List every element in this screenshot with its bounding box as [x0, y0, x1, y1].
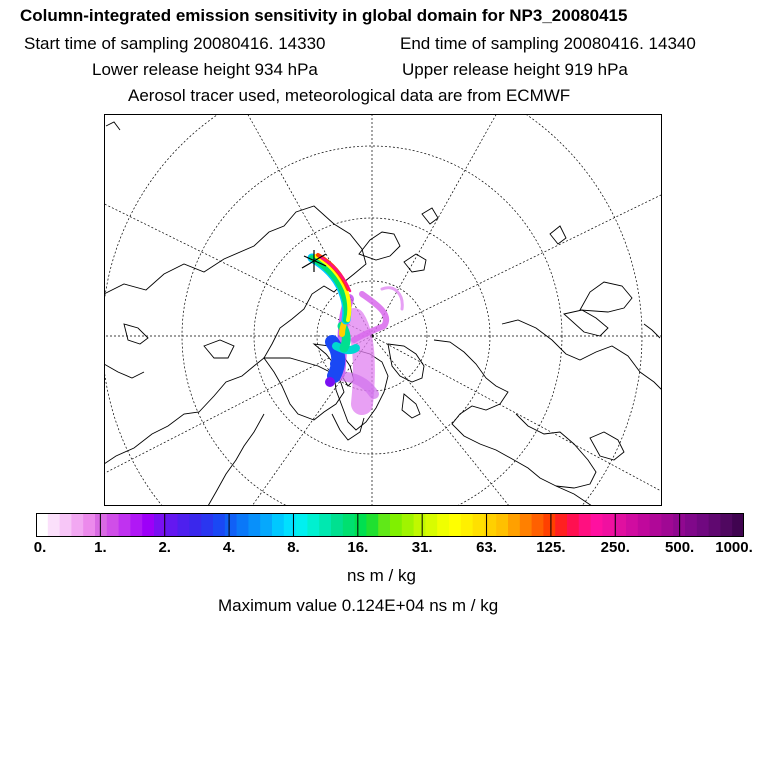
colorbar-cell	[366, 513, 379, 537]
colorbar-tick-label: 4.	[222, 539, 236, 556]
colorbar-cell	[531, 513, 544, 537]
start-time: Start time of sampling 20080416. 14330	[24, 34, 326, 53]
colorbar-cell	[472, 513, 485, 537]
colorbar-tick-label: 125.	[536, 539, 566, 556]
colorbar-tick-label: 16.	[347, 539, 369, 556]
colorbar-cell	[602, 513, 615, 537]
colorbar-cell	[390, 513, 403, 537]
colorbar-cell	[201, 513, 214, 537]
colorbar-cell	[496, 513, 509, 537]
colorbar-cell	[626, 513, 639, 537]
colorbar-cell	[165, 513, 179, 537]
colorbar-cell	[401, 513, 415, 537]
colorbar-cell	[213, 513, 226, 537]
colorbar-cell	[720, 513, 733, 537]
end-time: End time of sampling 20080416. 14340	[400, 34, 696, 53]
colorbar-cell	[732, 513, 744, 537]
colorbar-tick-label: 250.	[600, 539, 630, 556]
colorbar-cell	[661, 513, 674, 537]
colorbar-cell	[614, 513, 627, 537]
colorbar-cell	[154, 513, 167, 537]
colorbar-cell	[637, 513, 651, 537]
colorbar-tick-label: 1000.	[715, 539, 753, 556]
colorbar-cell	[47, 513, 61, 537]
colorbar-units: ns m / kg	[347, 566, 416, 585]
colorbar-cell	[106, 513, 120, 537]
colorbar-cell	[189, 513, 202, 537]
maximum-value: Maximum value 0.124E+04 ns m / kg	[218, 596, 499, 615]
colorbar-cell	[248, 513, 261, 537]
upper-release-height: Upper release height 919 hPa	[402, 60, 628, 79]
colorbar-cell	[708, 513, 721, 537]
colorbar-cell	[519, 513, 533, 537]
colorbar-cell	[83, 513, 96, 537]
colorbar-cell	[36, 513, 49, 537]
colorbar-cell	[696, 513, 710, 537]
colorbar-cell	[649, 513, 662, 537]
polar-map	[104, 114, 662, 506]
tracer-info: Aerosol tracer used, meteorological data…	[128, 86, 571, 105]
colorbar-cell	[224, 513, 238, 537]
colorbar-cell	[567, 513, 580, 537]
colorbar-cell	[142, 513, 155, 537]
lower-release-height: Lower release height 934 hPa	[92, 60, 318, 79]
colorbar-cell	[460, 513, 474, 537]
colorbar-cell	[578, 513, 592, 537]
colorbar-cell	[331, 513, 344, 537]
colorbar-cell	[307, 513, 320, 537]
colorbar-tick-label: 0.	[33, 539, 47, 556]
colorbar-cell	[413, 513, 426, 537]
colorbar-cell	[685, 513, 698, 537]
colorbar-cell	[484, 513, 497, 537]
colorbar-cell	[354, 513, 367, 537]
colorbar-cell	[295, 513, 308, 537]
colorbar-cell	[590, 513, 603, 537]
colorbar-cell	[449, 513, 462, 537]
plot-title: Column-integrated emission sensitivity i…	[20, 6, 628, 25]
colorbar-tick-label: 1.	[94, 539, 107, 556]
colorbar-cell	[437, 513, 450, 537]
colorbar-tick-label: 2.	[158, 539, 171, 556]
colorbar-cell	[260, 513, 273, 537]
colorbar-cell	[508, 513, 521, 537]
colorbar-cell	[71, 513, 84, 537]
colorbar-tick-label: 31.	[411, 539, 433, 556]
colorbar-cell	[95, 513, 108, 537]
colorbar-cell	[236, 513, 249, 537]
colorbar-cell	[59, 513, 72, 537]
colorbar-cell	[342, 513, 356, 537]
colorbar-cell	[272, 513, 285, 537]
colorbar-tick-label: 500.	[665, 539, 695, 556]
colorbar-tick-label: 63.	[476, 539, 497, 556]
receptor-marker	[301, 250, 327, 272]
colorbar-cell	[283, 513, 297, 537]
colorbar-cell	[118, 513, 131, 537]
colorbar-cell	[425, 513, 438, 537]
plume	[307, 253, 404, 415]
colorbar-cell	[555, 513, 568, 537]
colorbar-cell	[177, 513, 190, 537]
colorbar	[36, 513, 744, 537]
colorbar-tick-label: 8.	[287, 539, 300, 556]
colorbar-cell	[543, 513, 556, 537]
colorbar-cell	[319, 513, 332, 537]
colorbar-cell	[378, 513, 391, 537]
colorbar-cell	[130, 513, 143, 537]
